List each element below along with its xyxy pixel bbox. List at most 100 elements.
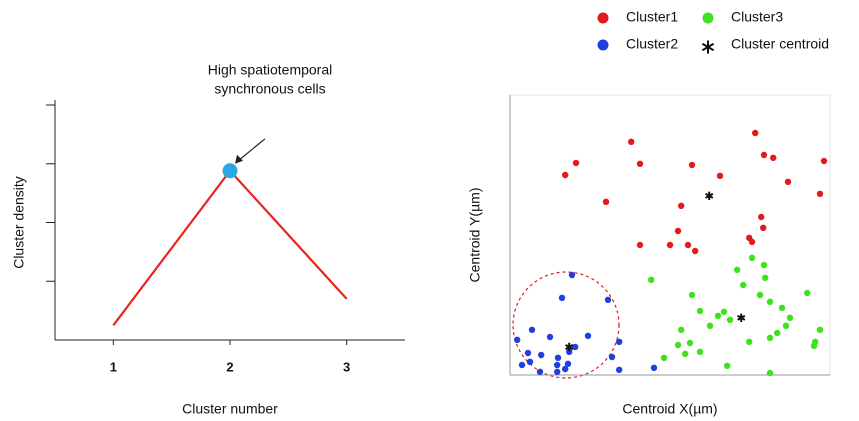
point xyxy=(602,198,610,205)
point xyxy=(734,266,741,273)
point xyxy=(762,274,769,281)
point xyxy=(524,349,532,357)
point xyxy=(752,129,759,137)
x-axis-label: Centroid X(µm) xyxy=(622,401,717,417)
point xyxy=(558,294,566,301)
point xyxy=(546,333,554,341)
point xyxy=(514,336,521,343)
point xyxy=(554,368,561,375)
point xyxy=(678,202,685,209)
point xyxy=(758,213,765,221)
x-tick-label: 2 xyxy=(226,359,233,374)
legend-marker xyxy=(597,39,609,51)
point xyxy=(554,354,562,361)
point xyxy=(608,353,616,361)
point xyxy=(774,329,781,337)
point xyxy=(554,361,561,369)
point xyxy=(726,316,734,323)
point xyxy=(706,322,714,329)
point xyxy=(565,342,574,352)
point xyxy=(686,339,694,347)
x-axis-label: Cluster number xyxy=(182,401,278,417)
y-axis-label: Cluster density xyxy=(11,176,27,269)
point xyxy=(816,326,824,333)
point xyxy=(810,342,818,349)
point xyxy=(674,227,682,235)
point xyxy=(820,157,828,165)
point xyxy=(766,298,774,305)
point xyxy=(536,368,544,375)
y-axis-label: Centroid Y(µm) xyxy=(467,188,483,283)
point xyxy=(572,159,580,167)
legend-label: Cluster1 xyxy=(626,9,678,25)
point xyxy=(778,304,786,311)
legend-marker xyxy=(701,40,715,54)
point xyxy=(740,281,747,289)
point xyxy=(636,241,644,249)
point xyxy=(784,178,792,185)
legend-label: Cluster2 xyxy=(626,36,678,52)
point xyxy=(688,161,696,169)
point xyxy=(674,341,682,349)
point xyxy=(724,362,731,369)
point xyxy=(688,291,696,299)
point xyxy=(714,312,722,319)
point xyxy=(756,291,764,299)
point xyxy=(786,314,794,321)
point xyxy=(682,350,689,357)
point xyxy=(648,276,655,283)
point xyxy=(816,190,824,197)
point xyxy=(650,364,658,371)
point xyxy=(684,241,692,249)
point xyxy=(696,348,704,355)
point xyxy=(720,308,728,315)
point xyxy=(760,151,768,159)
point xyxy=(746,338,753,345)
point xyxy=(518,361,526,369)
x-tick-label: 3 xyxy=(343,359,350,374)
point xyxy=(705,191,714,200)
point xyxy=(748,238,756,245)
point xyxy=(660,354,668,361)
point xyxy=(766,334,774,341)
point xyxy=(562,171,569,179)
annotation-text: synchronous cells xyxy=(214,81,325,97)
point xyxy=(636,160,644,167)
point xyxy=(616,338,623,345)
point xyxy=(770,154,777,161)
point xyxy=(696,307,704,315)
point xyxy=(568,271,576,279)
point xyxy=(782,322,790,329)
point xyxy=(804,289,811,297)
point xyxy=(766,369,774,377)
highlight-circle xyxy=(512,271,620,379)
point xyxy=(564,360,572,367)
point xyxy=(692,247,699,255)
line xyxy=(112,169,348,326)
point xyxy=(716,172,724,179)
point xyxy=(538,351,545,359)
legend-label: Cluster3 xyxy=(731,9,783,25)
point xyxy=(760,261,768,269)
x-tick-label: 1 xyxy=(110,359,117,374)
point xyxy=(528,326,536,333)
point xyxy=(562,365,569,373)
plot-frame xyxy=(509,94,831,376)
annotation-arrowhead xyxy=(235,154,243,164)
point xyxy=(737,313,746,322)
highlight-point xyxy=(222,163,238,179)
point xyxy=(604,296,612,303)
point xyxy=(572,343,579,351)
point xyxy=(616,366,623,373)
point xyxy=(584,332,592,339)
point xyxy=(666,241,674,249)
annotation-arrow xyxy=(236,138,266,163)
point xyxy=(678,326,685,333)
annotation-text: High spatiotemporal xyxy=(208,62,333,78)
point xyxy=(526,358,534,365)
point xyxy=(760,224,767,231)
legend-marker xyxy=(702,12,714,24)
point xyxy=(628,138,635,145)
legend-marker xyxy=(597,12,609,24)
